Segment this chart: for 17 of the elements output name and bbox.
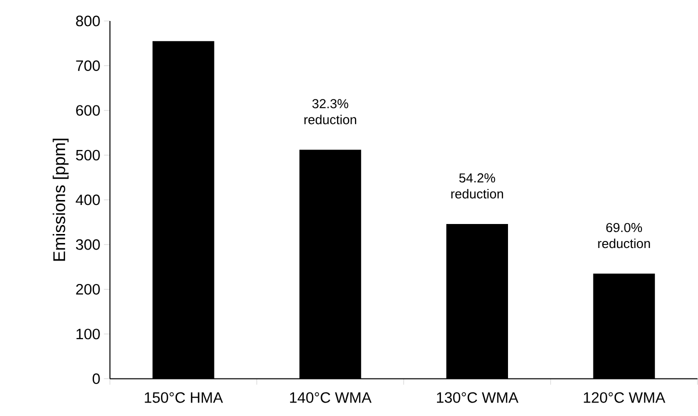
x-tick-label: 140°C WMA — [290, 392, 372, 403]
y-tick-label: 800 — [76, 16, 100, 26]
y-tick-label: 600 — [76, 105, 100, 116]
y-tick-label: 200 — [76, 284, 100, 295]
y-tick-label: 0 — [92, 374, 100, 384]
y-tick-label: 300 — [76, 239, 100, 250]
y-axis-title: Emissions [ppm] — [52, 138, 69, 261]
annotation: 69.0% reduction — [598, 223, 650, 248]
y-tick-label: 700 — [76, 60, 100, 72]
x-tick-label: 150°C HMA — [144, 392, 223, 403]
annotation: 32.3% reduction — [304, 99, 356, 124]
y-tick-label: 500 — [76, 150, 100, 161]
annotation: 54.2% reduction — [451, 173, 504, 199]
x-tick-label: 130°C WMA — [436, 392, 518, 403]
y-tick-label: 100 — [76, 328, 100, 340]
x-tick-label: 120°C WMA — [584, 392, 666, 403]
y-tick-label: 400 — [76, 194, 100, 206]
